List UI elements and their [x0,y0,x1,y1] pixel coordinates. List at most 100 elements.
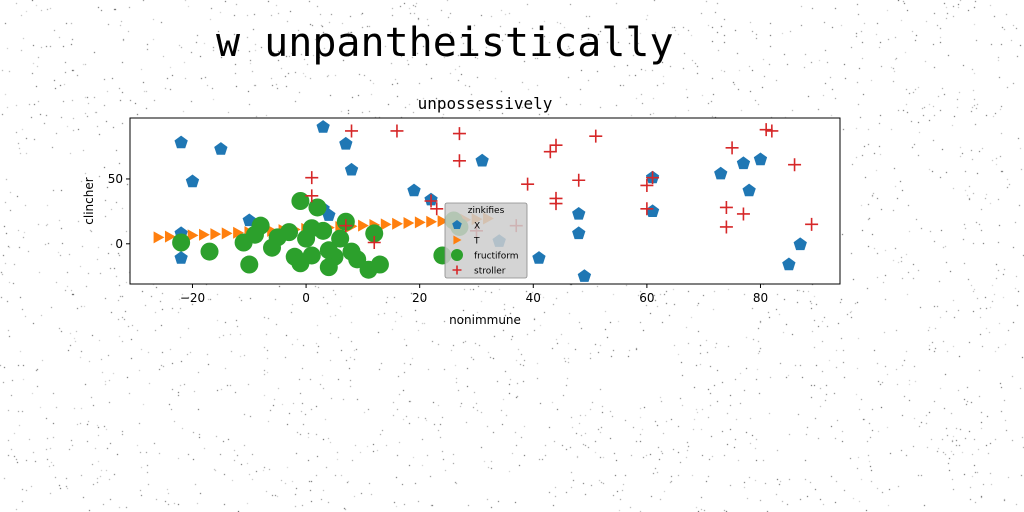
point-stroller [430,202,444,216]
point-stroller [640,202,654,216]
x-tick-label: 80 [753,291,768,305]
point-x [532,251,546,264]
x-axis-label: nonimmune [449,313,521,327]
point-stroller [736,207,750,221]
point-stroller [305,171,319,185]
point-stroller [305,189,319,203]
point-x [572,207,586,220]
point-stroller [452,154,466,168]
point-x [185,174,200,188]
point-x [339,136,353,150]
point-stroller [345,124,359,138]
point-t [380,218,392,231]
point-t [426,215,438,228]
point-stroller [719,200,733,214]
point-x [736,156,751,170]
point-stroller [725,141,739,155]
point-stroller [759,123,773,137]
point-t [437,215,449,228]
point-stroller [543,145,557,159]
point-stroller [572,173,586,187]
point-x [344,162,359,176]
point-t [403,217,415,230]
legend-label-stroller: stroller [474,267,506,277]
point-fructiform [331,229,350,248]
point-x [577,269,592,282]
point-stroller [339,219,353,233]
point-fructiform [319,258,338,277]
point-x [316,120,330,133]
point-x [174,135,188,149]
legend-label-fructiform: fructiform [474,252,519,262]
point-stroller [452,127,466,141]
point-stroller [765,124,779,138]
point-x [714,166,728,180]
legend-title: zinkifies [468,206,505,216]
point-t [233,226,244,239]
point-fructiform [348,250,367,269]
point-stroller [640,178,654,192]
point-stroller [805,217,819,231]
point-fructiform [302,246,321,265]
point-x [572,226,586,240]
point-stroller [521,177,535,191]
point-x [645,204,660,217]
figure-suptitle: w unpantheistically [216,20,674,66]
point-t [358,219,369,232]
point-x [742,183,756,197]
point-fructiform [251,216,270,235]
legend-label-t: T [473,237,480,247]
point-x [475,153,489,167]
point-t [187,229,199,242]
point-t [210,228,222,241]
point-stroller [646,171,660,185]
point-fructiform [172,233,191,252]
point-stroller [549,197,563,211]
legend-marker-x [452,220,462,229]
point-stroller [788,158,802,172]
point-x [753,152,768,166]
data-marks [153,120,819,282]
point-t [392,217,403,230]
point-fructiform [200,242,219,261]
legend-marker-stroller [452,265,462,275]
point-t [199,228,210,241]
chart-title: unpossessively [418,94,553,113]
point-stroller [424,194,438,208]
point-stroller [367,236,381,249]
point-x [407,183,421,197]
y-tick-label: 50 [108,172,123,186]
point-stroller [390,124,404,138]
point-x [782,257,796,271]
legend-marker-t [453,235,462,245]
point-t [221,227,233,240]
point-fructiform [240,255,259,274]
point-fructiform [314,221,333,240]
point-stroller [719,220,733,234]
plot-frame [129,117,841,285]
point-fructiform [308,198,327,217]
point-stroller [549,138,563,152]
point-x [793,237,807,251]
x-tick-label: 0 [302,291,310,305]
x-tick-label: 20 [412,291,427,305]
point-x [174,251,188,264]
series-stroller-group [305,123,819,249]
legend-box [444,202,528,279]
point-x [214,142,228,155]
point-fructiform [280,223,299,242]
legend-marker-fructiform [451,249,463,261]
legend-label-x: X [474,222,480,232]
point-t [153,231,165,244]
point-fructiform [370,255,389,274]
point-t [414,216,426,229]
point-fructiform [291,192,310,210]
y-tick-label: 0 [115,237,123,251]
axis-ticks: −20 0 20 40 60 80 0 50 [108,172,768,305]
x-tick-label: 60 [639,291,654,305]
point-t [164,230,176,243]
x-tick-label: −20 [180,291,205,305]
point-stroller [589,129,603,143]
